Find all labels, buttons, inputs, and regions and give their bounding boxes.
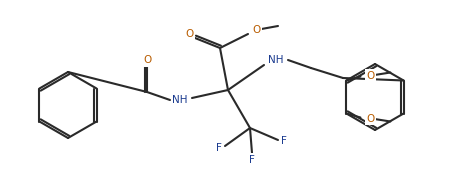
Text: O: O <box>366 114 375 124</box>
Text: O: O <box>252 25 260 35</box>
Text: F: F <box>216 143 222 153</box>
Text: F: F <box>281 136 287 146</box>
Text: F: F <box>249 155 255 165</box>
Text: NH: NH <box>268 55 284 65</box>
Text: O: O <box>366 70 375 80</box>
Text: O: O <box>185 29 193 39</box>
Text: NH: NH <box>172 95 188 105</box>
Text: O: O <box>143 55 151 65</box>
